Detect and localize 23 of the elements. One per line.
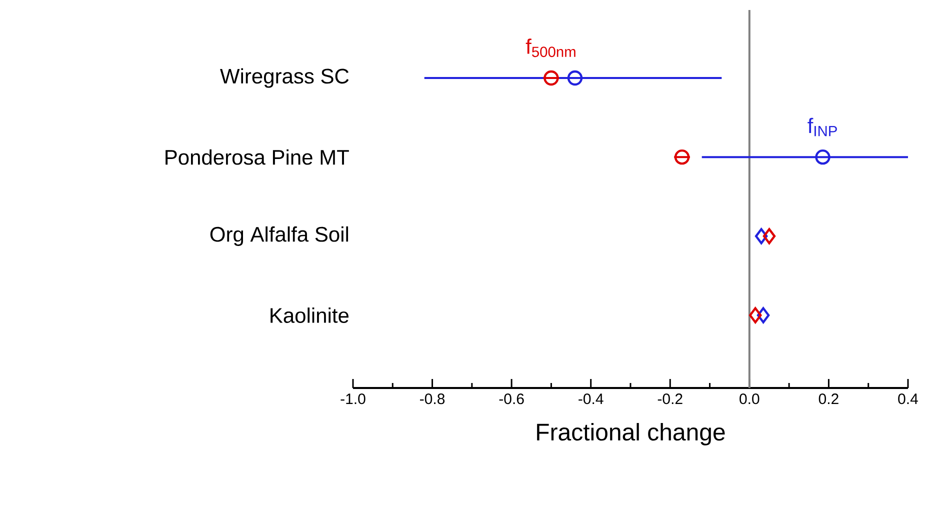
- x-tick-label: -0.4: [578, 394, 604, 404]
- x-tick-label: -1.0: [340, 394, 366, 404]
- y-tick-label: Ponderosa Pine MT: [166, 149, 349, 165]
- x-tick-label: -0.2: [658, 394, 682, 404]
- y-tick-label: Org Alfalfa Soil: [210, 226, 348, 246]
- x-tick-label: 0.0: [740, 394, 760, 404]
- point: [754, 228, 768, 244]
- x-tick-label: 0.2: [818, 394, 838, 404]
- point: [674, 149, 690, 165]
- point: [567, 70, 583, 86]
- point: [749, 307, 762, 324]
- series-label: f$_{500nm}$: [526, 38, 576, 58]
- x-axis-title: Fractional change: [537, 423, 725, 446]
- x-tick-label: -0.8: [420, 394, 445, 404]
- y-tick-label: Kaolinite: [270, 308, 349, 323]
- x-tick-label: -0.6: [499, 394, 524, 404]
- y-tick-label: Wiregrass SC: [220, 68, 349, 88]
- point: [762, 228, 776, 244]
- point: [815, 149, 830, 165]
- point: [544, 70, 559, 86]
- x-tick-label: 0.4: [898, 394, 918, 404]
- point: [756, 307, 770, 324]
- series-label: f$_{INP}$: [808, 118, 837, 136]
